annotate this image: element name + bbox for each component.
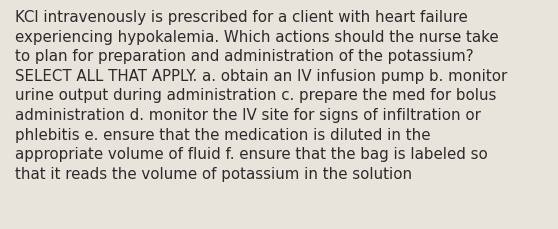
Text: KCl intravenously is prescribed for a client with heart failure
experiencing hyp: KCl intravenously is prescribed for a cl… (16, 10, 508, 181)
